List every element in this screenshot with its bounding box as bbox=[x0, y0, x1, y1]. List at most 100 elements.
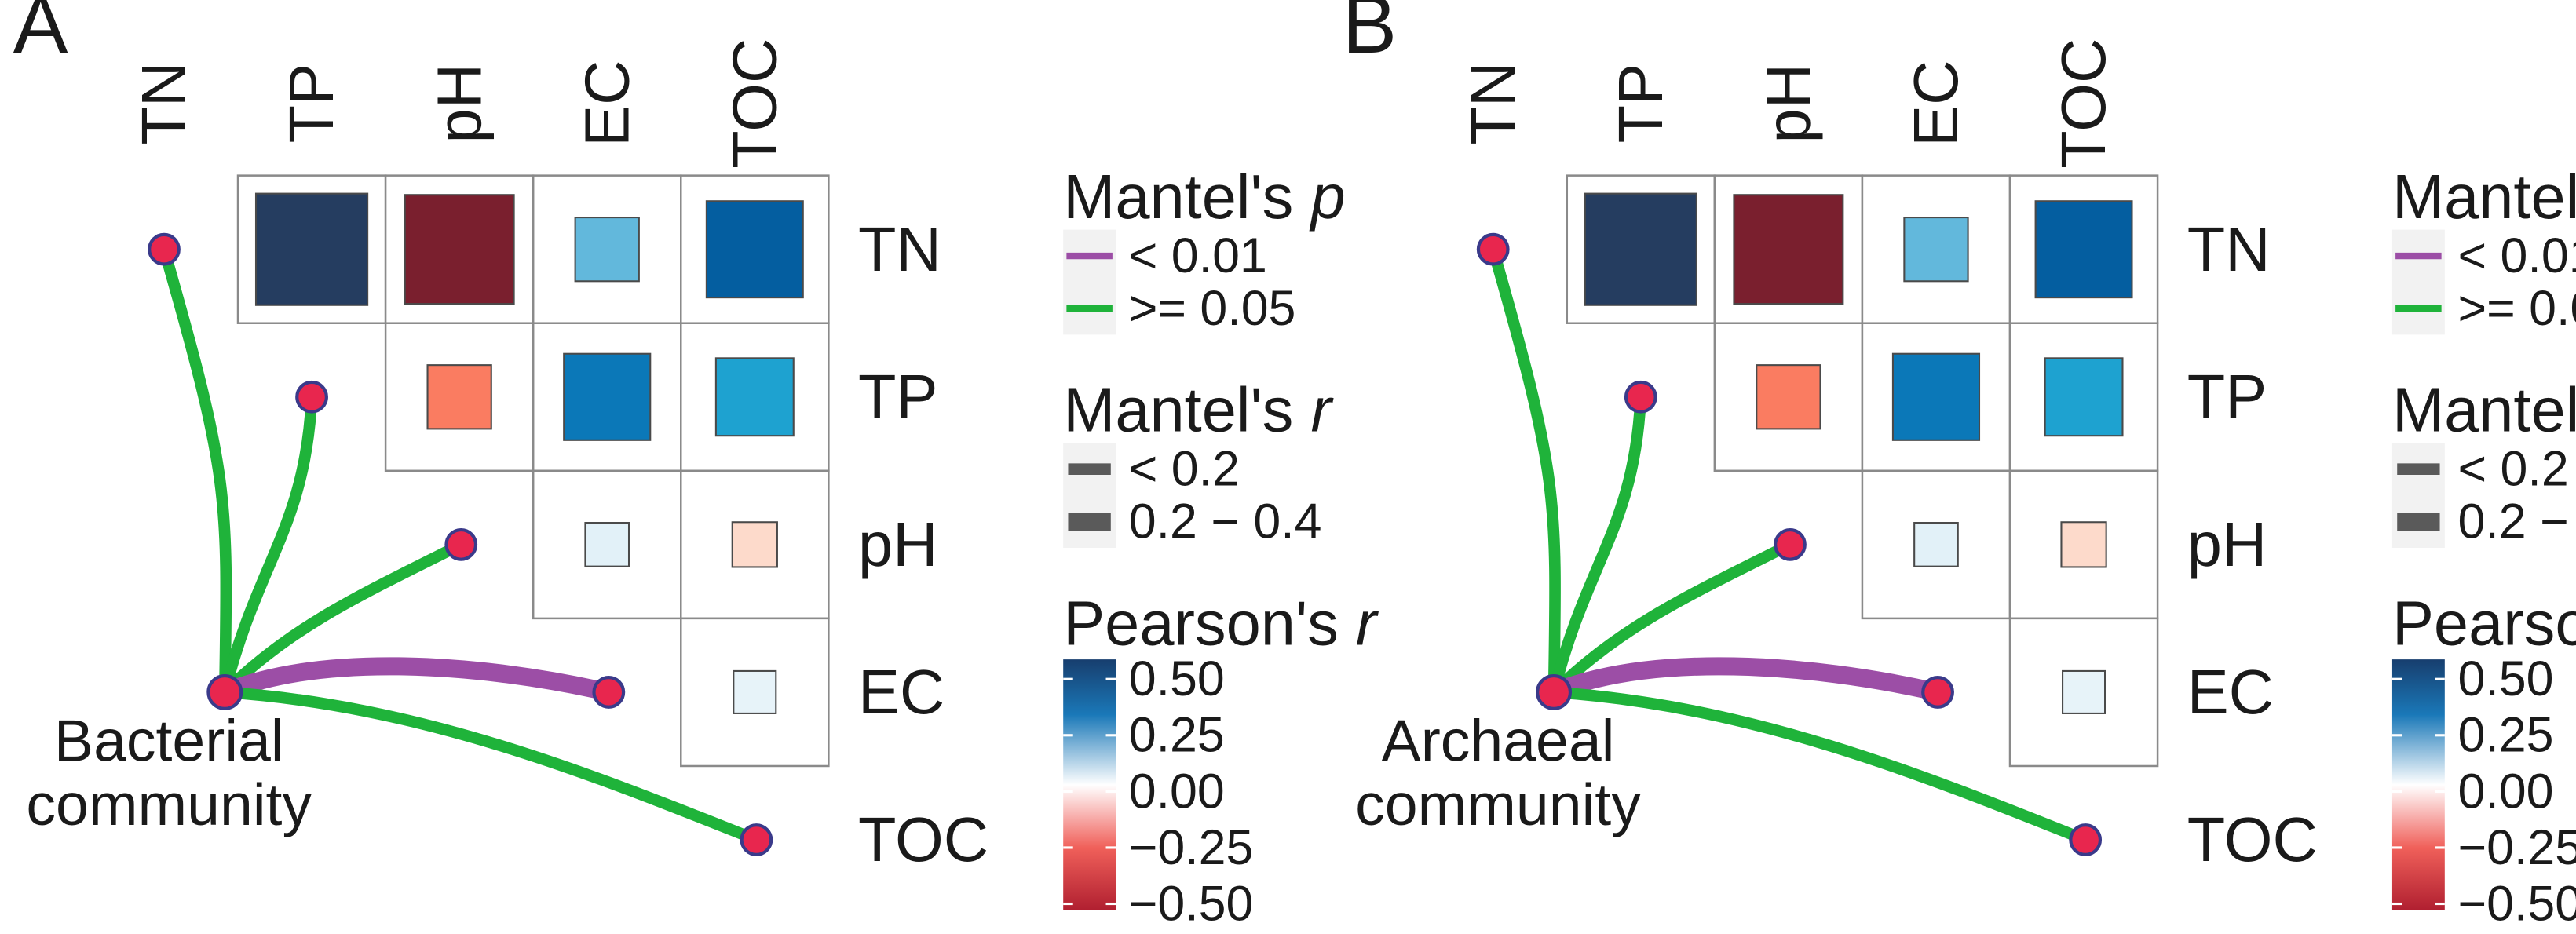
corr-square-tp-toc bbox=[714, 357, 795, 437]
pearson-colorbar bbox=[1063, 659, 1116, 910]
legend-p-label-2: >= 0.05 bbox=[2458, 281, 2576, 336]
column-label-ec: EC bbox=[572, 60, 641, 147]
row-label-tp: TP bbox=[2187, 362, 2267, 432]
legend-p-title: Mantel's p bbox=[2392, 162, 2576, 232]
legend-p-label-1: < 0.01 bbox=[2458, 228, 2576, 283]
corr-square-ph-toc bbox=[2060, 521, 2107, 568]
link-node-ec bbox=[592, 676, 626, 709]
corr-square-tp-ec bbox=[1891, 352, 1981, 441]
column-label-ph: pH bbox=[1753, 64, 1823, 144]
mantel-link-tn bbox=[1487, 243, 1561, 699]
column-label-toc: TOC bbox=[2048, 38, 2118, 169]
corr-square-tn-ec bbox=[1903, 217, 1969, 283]
legend-r-symbol: r bbox=[1310, 375, 1334, 445]
link-node-toc bbox=[740, 823, 773, 856]
row-label-tn: TN bbox=[2187, 214, 2271, 284]
panel-b: B TN TP pH EC TOC TN TP pH EC TOC Archaealcommunity… bbox=[1342, 0, 2576, 931]
corr-square-tn-ec bbox=[574, 217, 640, 283]
legend-r-key-bg bbox=[2391, 443, 2445, 549]
colorbar-tick-label: 0.25 bbox=[2458, 708, 2554, 763]
row-label-ec: EC bbox=[858, 657, 945, 727]
corr-square-tn-tp bbox=[254, 192, 369, 306]
mantel-link-tp bbox=[218, 391, 318, 699]
column-label-tp: TP bbox=[1606, 64, 1675, 143]
corr-square-ec-toc bbox=[733, 669, 777, 714]
corr-square-tp-ec bbox=[563, 352, 652, 441]
link-node-toc bbox=[2069, 823, 2103, 856]
corr-square-ph-ec bbox=[584, 522, 630, 567]
panel-letter: A bbox=[13, 0, 68, 71]
link-node-tp bbox=[295, 380, 328, 414]
link-node-ec bbox=[1921, 676, 1954, 709]
corr-square-tp-ph bbox=[426, 364, 492, 430]
column-label-toc: TOC bbox=[719, 38, 789, 169]
legend-p-title: Mantel's p bbox=[1063, 162, 1345, 232]
column-label-tn: TN bbox=[1458, 62, 1528, 145]
row-label-ec: EC bbox=[2187, 657, 2274, 727]
corr-square-tn-ph bbox=[404, 194, 515, 305]
column-label-ph: pH bbox=[424, 64, 494, 144]
corr-square-tn-ph bbox=[1733, 194, 1844, 305]
mantel-link-toc bbox=[218, 686, 762, 846]
legend-r-title: Mantel's r bbox=[2392, 375, 2576, 445]
legend-pearson-symbol: r bbox=[1356, 588, 1379, 658]
legend-r-label-1: < 0.2 bbox=[1129, 442, 1240, 497]
corr-square-ec-toc bbox=[2062, 669, 2106, 714]
community-label-line-2: community bbox=[26, 772, 312, 837]
legend-pearson-title: Pearson's r bbox=[2392, 588, 2576, 658]
link-node-ph bbox=[1774, 527, 1807, 561]
column-label-tn: TN bbox=[129, 62, 199, 145]
link-node-ph bbox=[444, 527, 478, 561]
legend-p-key-bg bbox=[2391, 229, 2445, 335]
corr-square-ph-toc bbox=[731, 521, 778, 568]
community-node bbox=[206, 673, 243, 710]
mantel-link-tp bbox=[1547, 391, 1647, 699]
community-node bbox=[1536, 673, 1573, 710]
colorbar-tick-label: −0.25 bbox=[1129, 820, 1254, 875]
row-label-toc: TOC bbox=[2187, 804, 2318, 874]
row-label-tn: TN bbox=[858, 214, 941, 284]
legend-p-symbol: p bbox=[1309, 162, 1345, 232]
colorbar-tick-label: −0.50 bbox=[1129, 876, 1254, 931]
colorbar-tick-label: 0.50 bbox=[2458, 651, 2554, 706]
mantel-link-ec bbox=[1544, 657, 1947, 702]
corr-square-tn-toc bbox=[705, 200, 804, 299]
link-node-tp bbox=[1624, 380, 1657, 414]
legend-p-label-2: >= 0.05 bbox=[1129, 281, 1296, 336]
legend-p-key-bg bbox=[1063, 229, 1116, 335]
colorbar-tick-label: 0.25 bbox=[1129, 708, 1225, 763]
panel-letter: B bbox=[1342, 0, 1397, 71]
legend-pearson-title: Pearson's r bbox=[1063, 588, 1379, 658]
colorbar-tick-label: 0.00 bbox=[1129, 764, 1225, 819]
mantel-link-ph bbox=[218, 538, 467, 699]
corr-square-tp-ph bbox=[1756, 364, 1821, 430]
column-label-tp: TP bbox=[276, 64, 346, 143]
colorbar-tick-label: −0.25 bbox=[2458, 820, 2576, 875]
panel-a: A TN TP pH EC TOC TN TP pH EC TOC Bacterialcommunit… bbox=[13, 0, 1379, 931]
mantel-link-ph bbox=[1547, 538, 1796, 699]
legend-r-title: Mantel's r bbox=[1063, 375, 1334, 445]
corr-square-ph-ec bbox=[1913, 522, 1959, 567]
link-node-tn bbox=[1476, 232, 1510, 266]
colorbar-tick-label: 0.50 bbox=[1129, 651, 1225, 706]
row-label-toc: TOC bbox=[858, 804, 988, 874]
legend-r-key-bg bbox=[1063, 443, 1116, 549]
corr-square-tp-toc bbox=[2044, 357, 2124, 437]
corr-square-tn-toc bbox=[2034, 200, 2133, 299]
colorbar-tick-label: −0.50 bbox=[2458, 876, 2576, 931]
community-label-line-2: community bbox=[1355, 772, 1641, 837]
link-node-tn bbox=[148, 232, 181, 266]
community-label-line-1: Archaeal bbox=[1382, 708, 1615, 774]
row-label-ph: pH bbox=[2187, 509, 2267, 579]
colorbar-tick-label: 0.00 bbox=[2458, 764, 2554, 819]
column-label-ec: EC bbox=[1901, 60, 1971, 147]
legend-r-label-1: < 0.2 bbox=[2458, 442, 2569, 497]
community-label-line-1: Bacterial bbox=[54, 708, 284, 774]
row-label-ph: pH bbox=[858, 509, 938, 579]
legend-p-label-1: < 0.01 bbox=[1129, 228, 1267, 283]
mantel-link-tn bbox=[158, 243, 232, 699]
pearson-colorbar bbox=[2391, 659, 2445, 910]
mantel-link-toc bbox=[1547, 686, 2092, 846]
legend-r-label-2: 0.2 − 0.4 bbox=[1129, 494, 1322, 549]
